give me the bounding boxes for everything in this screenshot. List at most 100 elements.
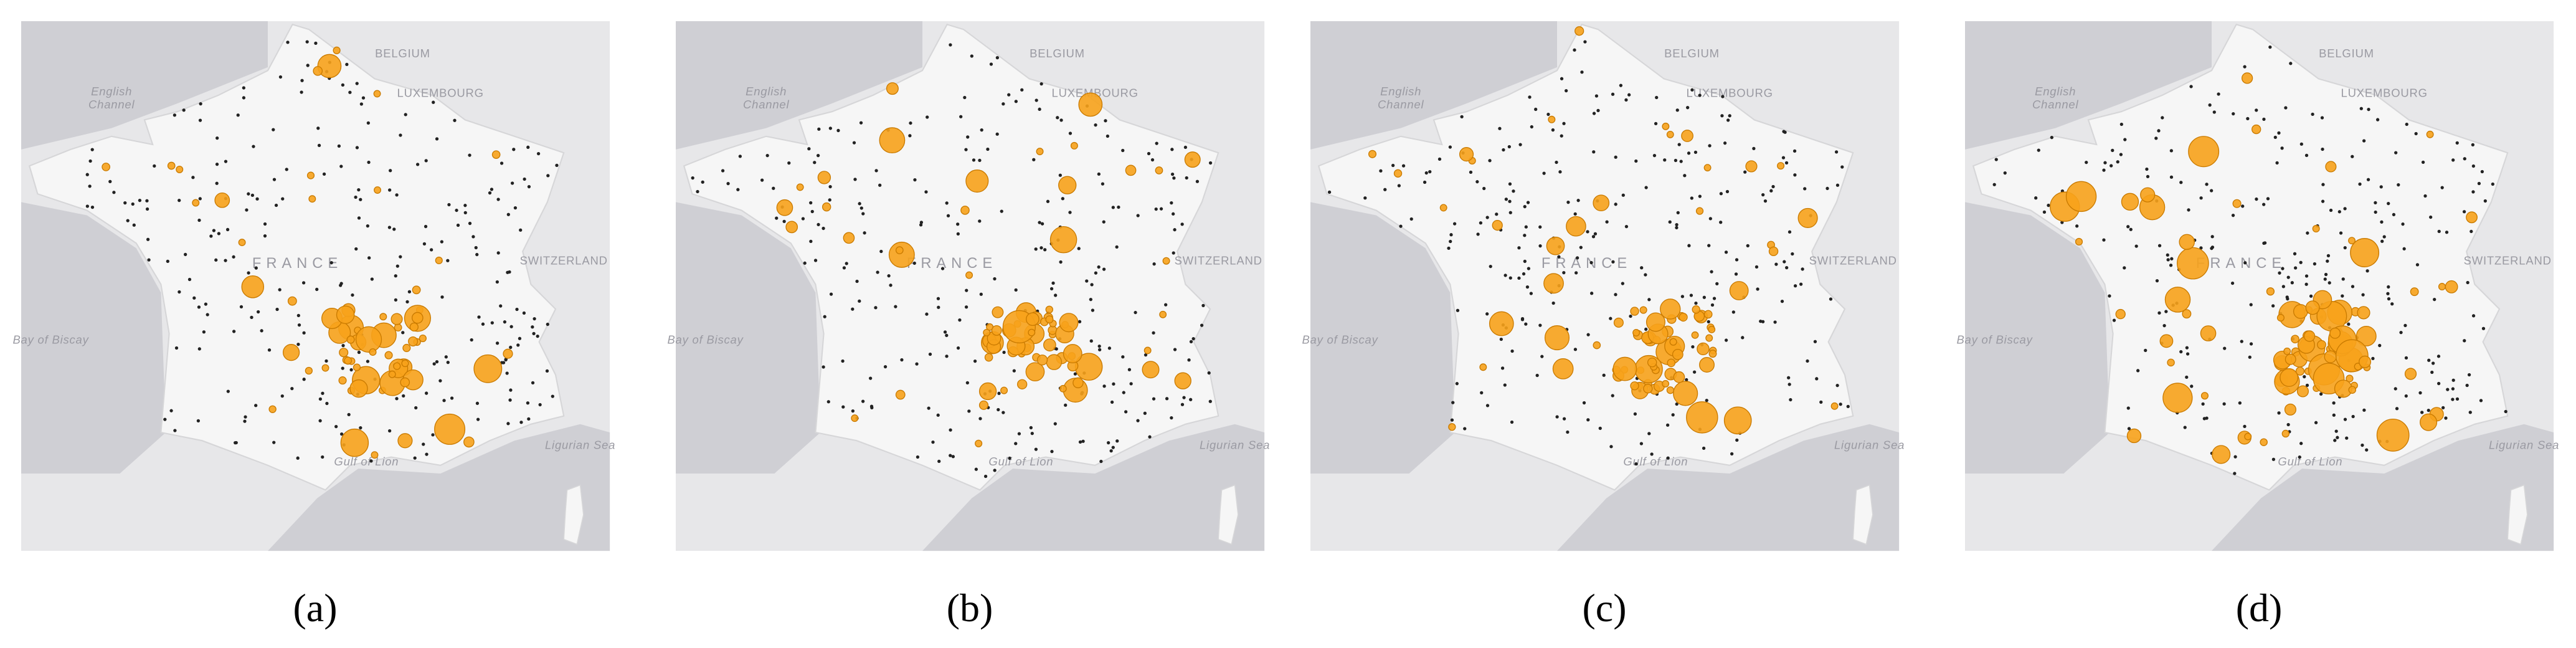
france-land: [1972, 24, 2509, 491]
station-dot: [197, 218, 201, 222]
station-dot: [879, 249, 883, 254]
station-dot: [1621, 282, 1624, 285]
station-dot: [1652, 154, 1657, 158]
bubble: [369, 348, 377, 356]
station-dot: [1460, 115, 1464, 118]
bubble: [2281, 429, 2290, 438]
station-dot: [1562, 417, 1566, 421]
station-dot: [972, 158, 976, 162]
bubble: [851, 414, 859, 422]
station-dot: [1469, 170, 1473, 174]
station-dot: [2313, 262, 2317, 266]
bubble: [960, 206, 970, 215]
station-dot: [1050, 450, 1054, 454]
bubble: [1679, 312, 1688, 322]
station-dot: [2324, 272, 2328, 277]
station-dot: [1099, 459, 1103, 464]
station-dot: [531, 381, 535, 385]
station-dot: [1679, 160, 1683, 163]
station-dot: [1503, 383, 1507, 387]
station-dot: [1593, 232, 1598, 236]
bubble: [1593, 194, 1610, 212]
station-dot: [422, 242, 427, 245]
bubble: [2177, 247, 2209, 280]
station-dot: [1451, 401, 1455, 404]
map-label: Ligurian Sea: [1200, 438, 1270, 451]
station-dot: [2339, 231, 2343, 235]
bubble: [1630, 307, 1639, 316]
station-dot: [239, 305, 244, 309]
station-dot: [488, 191, 492, 195]
station-dot: [1182, 396, 1186, 399]
station-dot: [1771, 184, 1775, 189]
bubble: [339, 348, 349, 358]
station-dot: [2110, 164, 2113, 168]
station-dot: [345, 62, 349, 66]
station-dot: [405, 300, 409, 303]
station-dot: [1573, 212, 1577, 216]
station-dot: [1555, 415, 1559, 419]
bubble: [2115, 308, 2126, 320]
station-dot: [726, 181, 730, 186]
station-dot: [173, 113, 177, 117]
bubble: [344, 356, 353, 365]
station-dot: [519, 421, 523, 424]
bubble: [2325, 161, 2337, 173]
bubble: [1059, 313, 1079, 333]
map-label: Ligurian Sea: [2489, 438, 2559, 451]
station-dot: [254, 266, 258, 270]
station-dot: [533, 317, 536, 321]
station-dot: [2278, 271, 2281, 275]
map-label: English: [746, 85, 787, 98]
station-dot: [2262, 202, 2266, 206]
station-dot: [2394, 151, 2398, 155]
station-dot: [1639, 442, 1644, 446]
station-dot: [828, 126, 832, 130]
station-dot: [2042, 210, 2047, 214]
station-dot: [810, 209, 814, 214]
station-dot: [1829, 297, 1833, 301]
station-dot: [915, 362, 919, 366]
station-dot: [422, 442, 425, 446]
station-dot: [2392, 212, 2396, 217]
station-dot: [476, 417, 480, 421]
station-dot: [1482, 186, 1486, 191]
station-dot: [1039, 246, 1043, 250]
station-dot: [178, 198, 181, 202]
station-dot: [1043, 248, 1047, 252]
station-dot: [1535, 373, 1539, 378]
station-dot: [1173, 348, 1177, 351]
map-label: Ligurian Sea: [545, 438, 615, 451]
station-dot: [280, 394, 284, 398]
station-dot: [1992, 183, 1996, 186]
station-dot: [2337, 210, 2341, 214]
bubble: [2283, 347, 2291, 355]
station-dot: [803, 261, 807, 265]
station-dot: [2311, 112, 2314, 117]
station-dot: [1507, 145, 1511, 149]
map-label: Gulf of Lion: [334, 455, 399, 468]
bubble: [1448, 423, 1456, 431]
station-dot: [1675, 222, 1679, 227]
station-dot: [863, 231, 866, 235]
station-dot: [475, 401, 480, 405]
station-dot: [2127, 427, 2131, 431]
station-dot: [936, 413, 940, 417]
station-dot: [183, 252, 187, 257]
station-dot: [1752, 146, 1756, 150]
station-dot: [447, 202, 451, 207]
station-dot: [1663, 158, 1667, 162]
station-dot: [2341, 277, 2345, 281]
station-dot: [2268, 45, 2272, 49]
station-dot: [1475, 180, 1479, 184]
station-dot: [2445, 231, 2449, 234]
station-dot: [1115, 439, 1119, 443]
bubble: [1059, 384, 1067, 393]
map-label: Channel: [743, 98, 789, 111]
station-dot: [250, 193, 255, 198]
station-dot: [1546, 112, 1550, 117]
bubble: [1045, 315, 1054, 324]
station-dot: [1619, 83, 1623, 87]
station-dot: [887, 274, 891, 278]
station-dot: [2154, 136, 2158, 140]
